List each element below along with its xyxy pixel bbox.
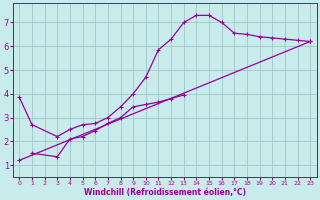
X-axis label: Windchill (Refroidissement éolien,°C): Windchill (Refroidissement éolien,°C) bbox=[84, 188, 246, 197]
